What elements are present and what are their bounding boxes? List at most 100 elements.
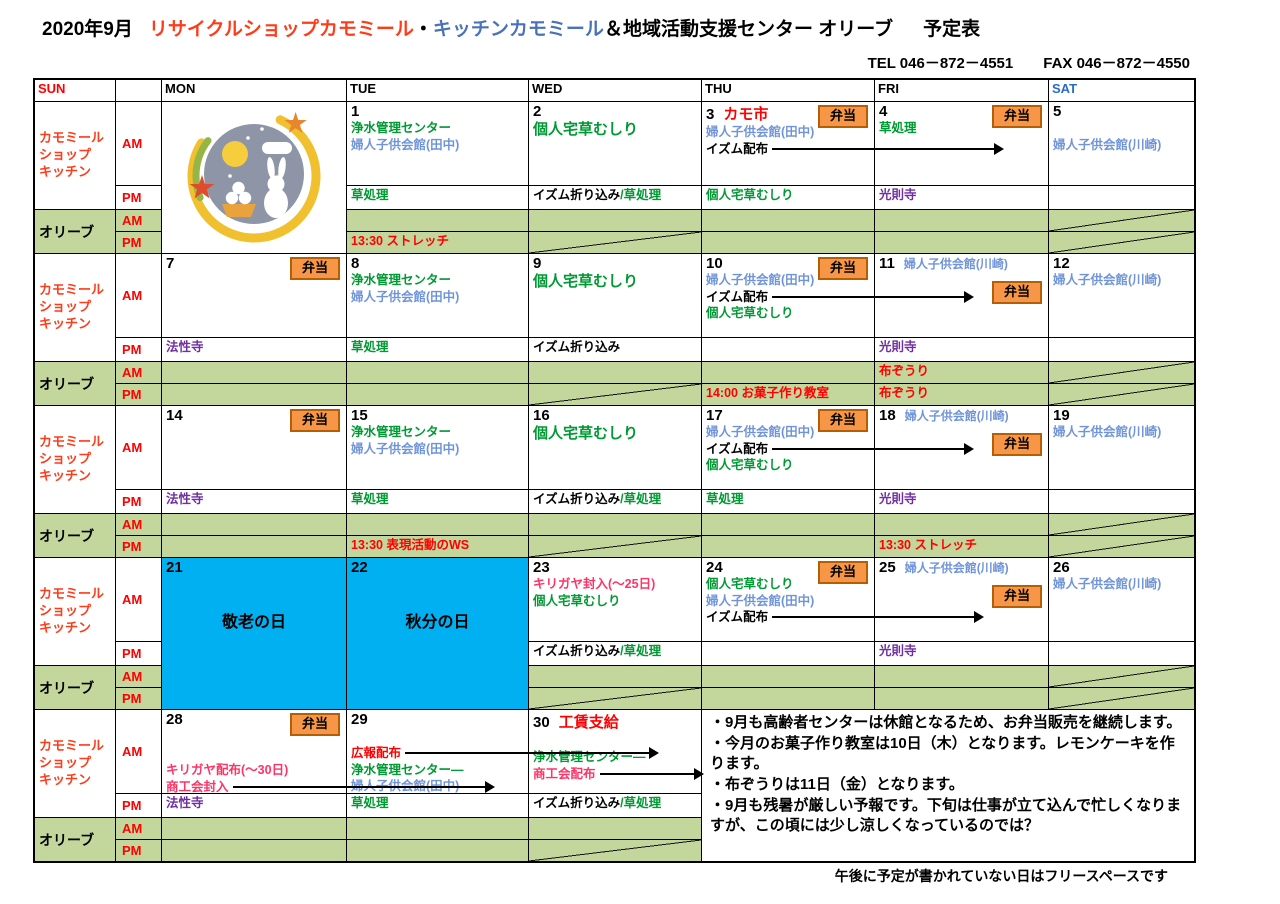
day-12-pm [1049, 338, 1194, 361]
tsukimi-illustration-cell [162, 102, 346, 253]
event-text: 個人宅草むしり [706, 458, 794, 472]
event-line: 個人宅草むしり [706, 187, 870, 204]
day-10-am: 10 弁当 婦人子供会館(田中) イズム配布 個人宅草むしり [702, 254, 975, 337]
event-line: 布ぞうり [879, 363, 1044, 380]
row-label-olive-text: オリーブ [39, 375, 95, 392]
day-number: 4 [879, 103, 888, 120]
event-text: 草処理 [351, 188, 389, 202]
event-line: 婦人子供会館(川崎) [1053, 137, 1190, 154]
event-text: 13:30 ストレッチ [879, 538, 977, 552]
event-line: 草処理 [879, 120, 1044, 137]
event-line: 婦人子供会館(田中) [706, 272, 870, 289]
day-30-pm: イズム折り込み/草処理 [529, 794, 701, 817]
event-line: 13:30 ストレッチ [351, 233, 524, 250]
row-label-shop-line: ショップ [39, 755, 92, 771]
ampm-label-pm: PM [116, 384, 161, 405]
day-14-olive-am [162, 514, 346, 535]
day-number: 29 [351, 711, 368, 728]
row-label-olive: オリーブ [35, 210, 115, 253]
event-line: 個人宅草むしり [533, 120, 697, 140]
day-number: 14 [166, 407, 183, 424]
day-number-line: 5 [1053, 103, 1190, 120]
event-line: 婦人子供会館(田中) [351, 137, 524, 154]
event-line: 13:30 ストレッチ [879, 537, 1044, 554]
day-14-olive-pm [162, 536, 346, 557]
day-number: 9 [533, 255, 542, 272]
event-line: 婦人子供会館(川崎) [1053, 576, 1190, 593]
day-25-am: 25 婦人子供会館(川崎) 弁当 [875, 558, 1048, 641]
day-29-am: 29 広報配布 浄水管理センター― 婦人子供会館(田中) [347, 710, 660, 793]
day-7-am: 7 弁当 [162, 254, 346, 337]
day-2-olive-am [529, 210, 701, 231]
event-text: 婦人子供会館(田中) [706, 273, 815, 287]
ampm-label-am: AM [116, 818, 161, 839]
bento-badge: 弁当 [289, 713, 340, 736]
day-number-line: 29 [351, 711, 524, 728]
title-kitchen-name: キッチンカモミール [432, 19, 604, 40]
event-text: 個人宅草むしり [533, 425, 639, 442]
event-text: イズム折り込み [533, 796, 621, 810]
day-number-line: 2 [533, 103, 697, 120]
day-side-note: 婦人子供会館(川崎) [904, 409, 1009, 423]
day-14-am: 14 弁当 [162, 406, 346, 489]
bento-badge: 弁当 [289, 409, 340, 432]
event-text: 個人宅草むしり [706, 188, 794, 202]
calendar-grid: SUN MON TUE WED THU FRI SAT カモミール ショップ キッチン オリーブ AM… [33, 78, 1196, 863]
row-label-shop-line: キッチン [39, 467, 92, 483]
event-line: イズム配布 [706, 609, 985, 626]
event-line: 婦人子供会館(田中) [706, 593, 870, 610]
day-number-line: 3 カモ市 [706, 103, 870, 124]
day-number: 15 [351, 407, 368, 424]
day-number: 21 [166, 559, 183, 576]
day-number: 11 [879, 255, 895, 272]
row-label-shop-line: カモミール [39, 586, 105, 602]
continuation-arrow [599, 767, 704, 780]
title-suffix: 予定表 [923, 19, 981, 40]
row-label-olive: オリーブ [35, 362, 115, 405]
event-text: 草処理 [879, 121, 917, 135]
day-9-pm: イズム折り込み [529, 338, 701, 361]
day-17-pm: 草処理 [702, 490, 874, 513]
weekday-header-THU: THU [702, 80, 874, 101]
day-17-am: 17 弁当 婦人子供会館(田中) イズム配布 個人宅草むしり [702, 406, 975, 489]
day-number: 5 [1053, 103, 1062, 120]
continuation-arrow [232, 780, 495, 793]
title-year-month: 2020年9月 [42, 19, 133, 40]
ampm-label-pm: PM [116, 536, 161, 557]
event-line: 光則寺 [879, 187, 1044, 204]
day-25-olive-pm [875, 688, 1048, 709]
day-number-line: 10 [706, 255, 870, 272]
day-number-line: 18 婦人子供会館(川崎) [879, 407, 1044, 424]
event-text: 13:30 ストレッチ [351, 234, 449, 248]
event-line: 光則寺 [879, 339, 1044, 356]
event-line: イズム折り込み [533, 339, 697, 356]
event-line: 個人宅草むしり [706, 457, 870, 474]
event-line: イズム折り込み/草処理 [533, 491, 697, 508]
ampm-label-pm: PM [116, 186, 161, 209]
day-number-line: 24 [706, 559, 870, 576]
day-5-pm [1049, 186, 1194, 209]
event-text: 個人宅草むしり [533, 121, 639, 138]
event-text: イズム配布 [706, 141, 769, 156]
event-text: 婦人子供会館(川崎) [1053, 273, 1162, 287]
day-28-pm: 法性寺 [162, 794, 346, 817]
event-text: イズム配布 [706, 441, 769, 456]
event-line: 商工会封入 [166, 779, 495, 796]
day-number: 7 [166, 255, 175, 272]
holiday-name: 秋分の日 [405, 614, 470, 631]
note-line: ・今月のお菓子作り教室は10日（木）となります。レモンケーキを作ります。 [710, 734, 1175, 773]
day-number-line: 7 [166, 255, 342, 272]
ampm-label-am: AM [116, 514, 161, 535]
day-11-olive-pm: 布ぞうり [875, 384, 1048, 405]
day-18-am: 18 婦人子供会館(川崎) 弁当 [875, 406, 1048, 489]
day-number: 8 [351, 255, 360, 272]
event-line: イズム折り込み/草処理 [533, 795, 697, 812]
event-line: 個人宅草むしり [706, 305, 870, 322]
day-24-olive-pm [702, 688, 874, 709]
row-label-shop-line: カモミール [39, 738, 105, 754]
weekday-header-FRI: FRI [875, 80, 1048, 101]
ampm-label-am: AM [116, 406, 161, 489]
ampm-label-pm: PM [116, 794, 161, 817]
day-side-note: 婦人子供会館(川崎) [904, 561, 1009, 575]
ampm-label-am: AM [116, 710, 161, 793]
